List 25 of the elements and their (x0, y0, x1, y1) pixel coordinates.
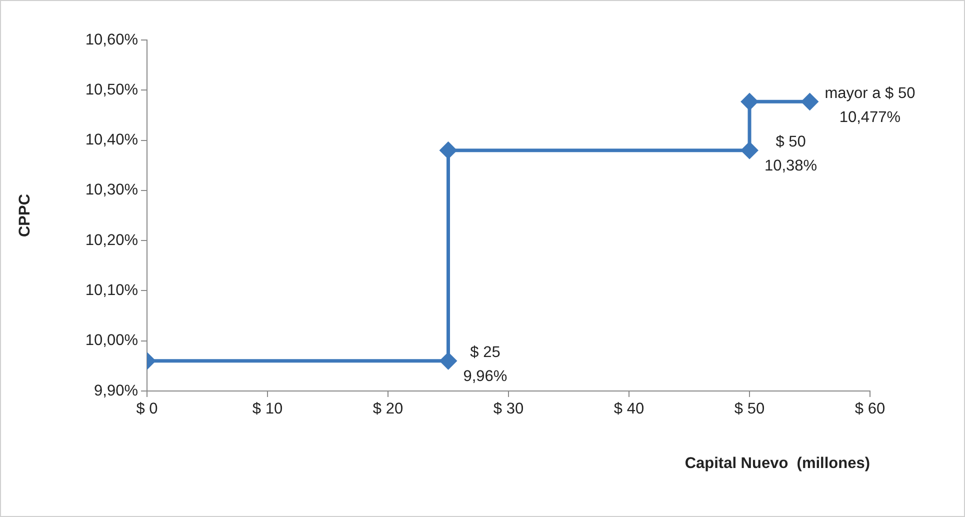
y-tick-label: 10,20% (85, 232, 138, 249)
x-axis-title: Capital Nuevo (millones) (684, 454, 870, 472)
x-tick-label: $ 20 (372, 400, 404, 418)
y-tick-label: 10,10% (85, 282, 138, 299)
y-tick-label: 10,40% (85, 132, 138, 149)
point (440, 142, 456, 159)
x-tick-label: $ 10 (252, 400, 283, 418)
x-tick-label: $ 40 (614, 400, 644, 418)
x-tick-label: $ 30 (493, 400, 524, 418)
y-tick-label: 10,50% (85, 81, 138, 98)
y-tick-label: 10,00% (85, 332, 138, 350)
x-tick-label: $ 0 (136, 400, 158, 418)
y-tick-label: 10,30% (85, 182, 138, 199)
y-axis-title: CPPC (16, 194, 34, 238)
point (741, 142, 758, 159)
point (741, 93, 758, 110)
point (440, 352, 456, 370)
x-tick-label: $ 50 (734, 400, 765, 418)
y-tick-label: 10,60% (85, 31, 138, 48)
annotation: $ 25 9,96% (463, 344, 508, 386)
point (802, 93, 818, 110)
x-tick-label: $ 60 (854, 400, 886, 418)
y-tick-label: 9,90% (94, 382, 138, 400)
annotation: mayor a $ 50 10,477% (824, 84, 916, 126)
annotation: $ 50 10,38% (764, 134, 818, 175)
